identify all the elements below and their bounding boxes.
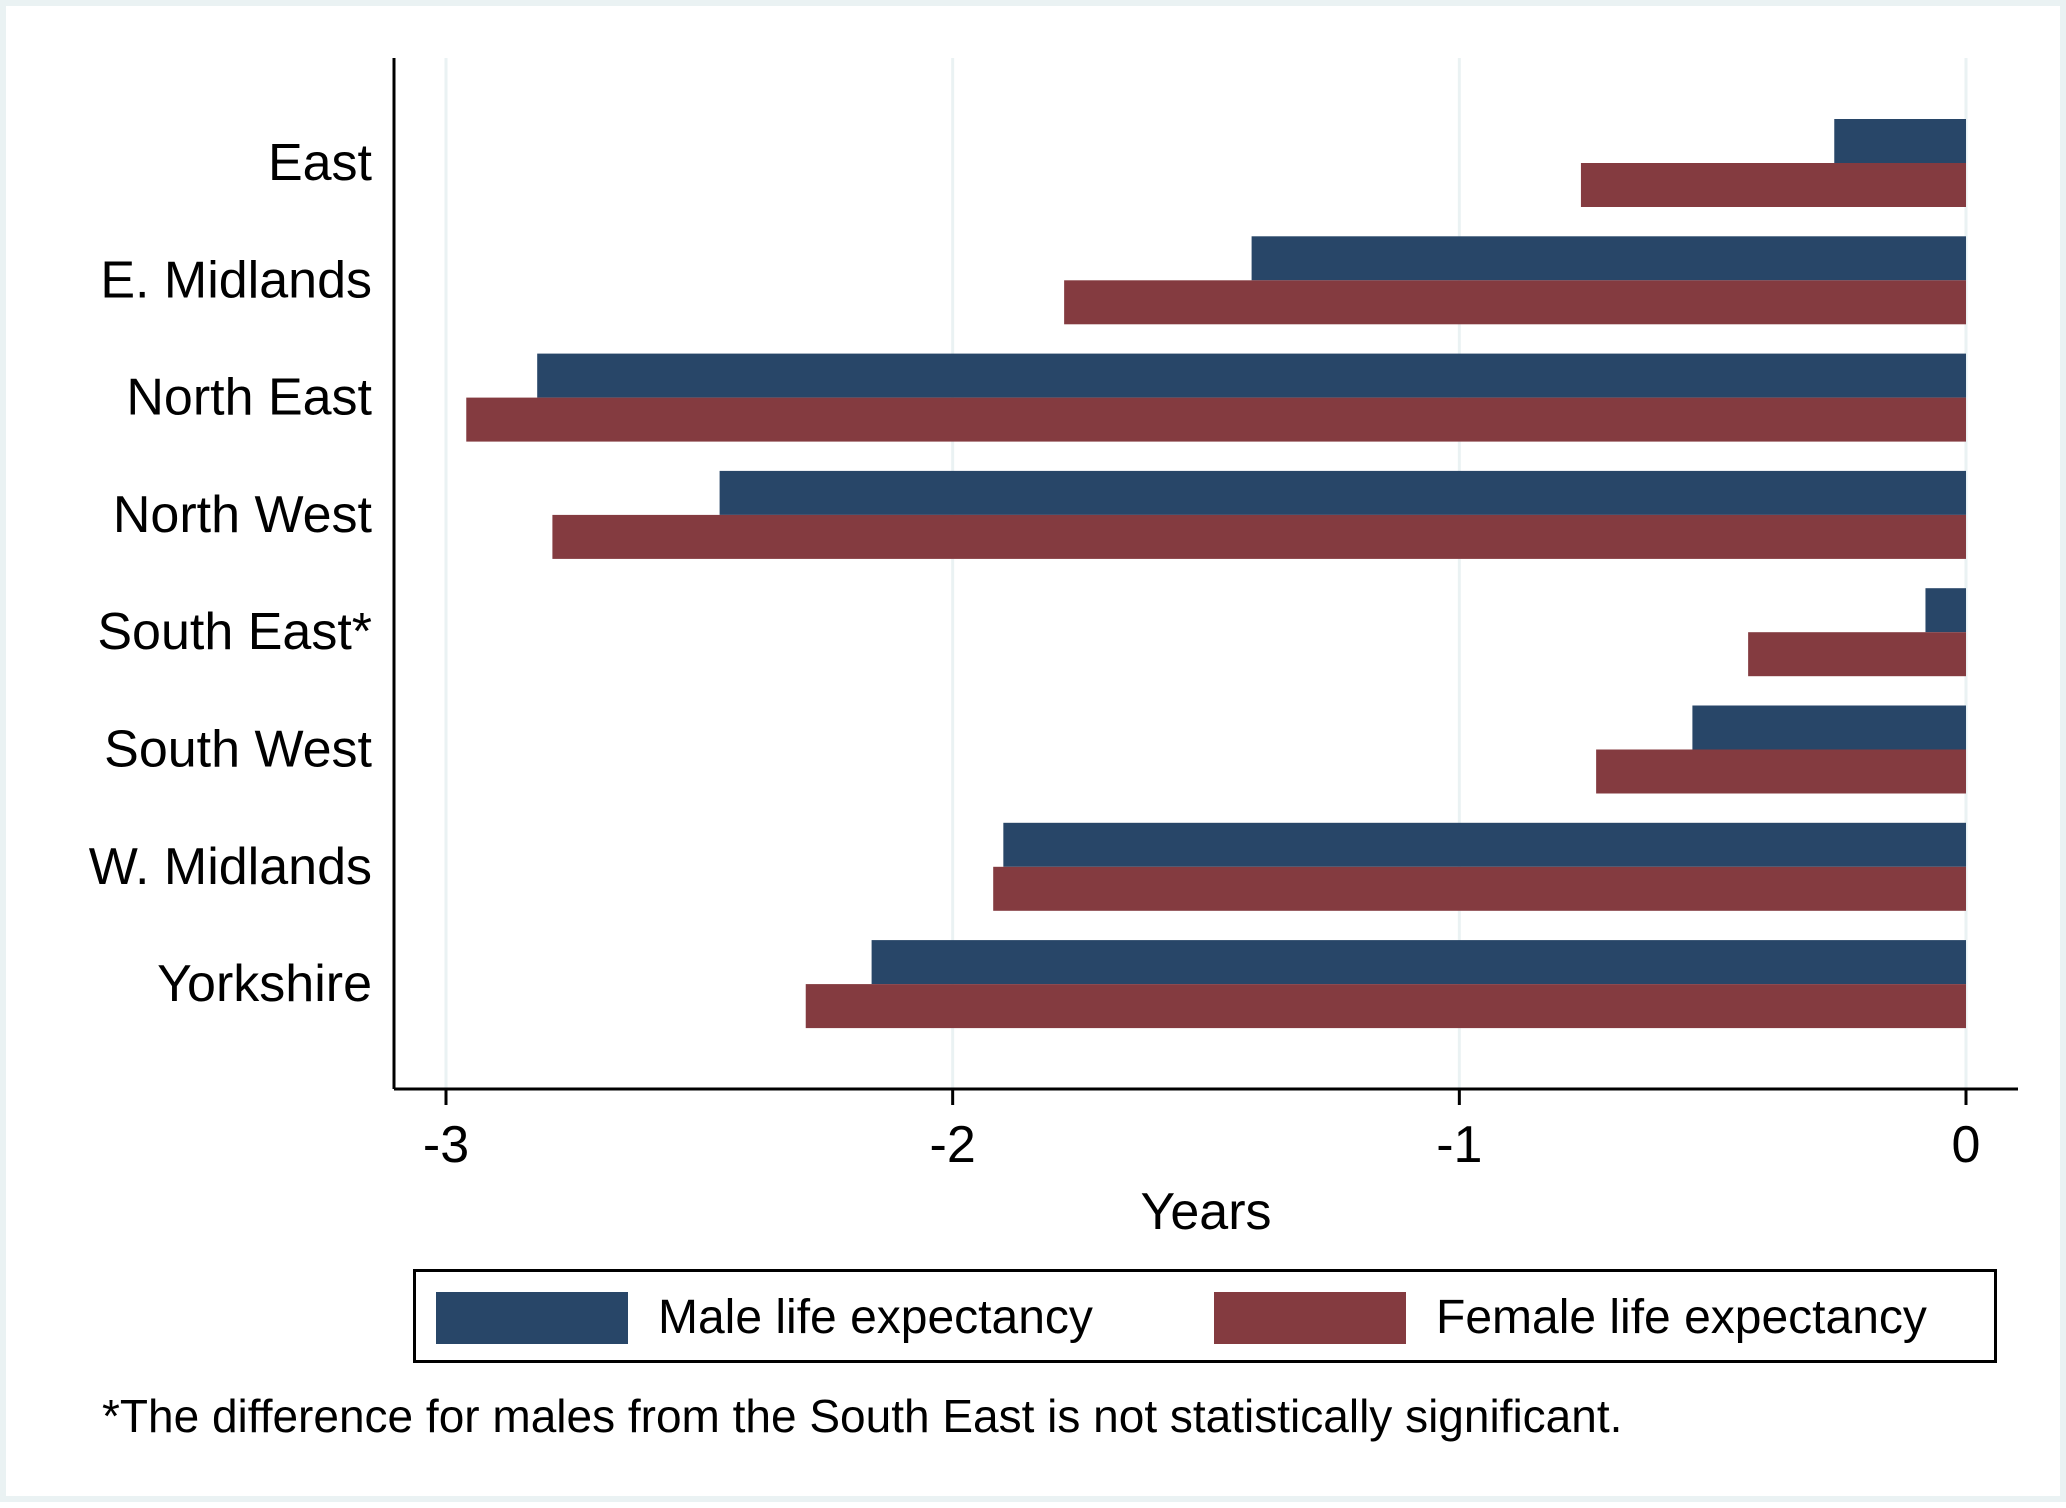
category-label: North East bbox=[126, 369, 372, 427]
x-tick-label: -3 bbox=[423, 1116, 469, 1174]
legend-swatch-female bbox=[1214, 1292, 1406, 1344]
footnote: *The difference for males from the South… bbox=[102, 1390, 1623, 1442]
category-label: W. Midlands bbox=[89, 838, 372, 896]
bar-female bbox=[1580, 163, 1966, 207]
category-label: Yorkshire bbox=[157, 955, 372, 1013]
x-tick-label: 0 bbox=[1952, 1116, 1981, 1174]
x-axis-title: Years bbox=[1140, 1183, 1271, 1241]
category-label: East bbox=[268, 134, 373, 192]
bar-chart: East E. Midlands North East North West South… bbox=[89, 58, 2018, 1241]
category-label: E. Midlands bbox=[100, 251, 372, 309]
bar-male bbox=[719, 470, 1966, 515]
bar-female bbox=[1064, 280, 1966, 325]
bar-male bbox=[537, 353, 1967, 398]
bar-female bbox=[1748, 632, 1966, 677]
bar-male bbox=[1834, 119, 1966, 163]
legend-label-male: Male life expectancy bbox=[658, 1291, 1093, 1344]
legend-swatch-male bbox=[436, 1292, 628, 1344]
x-tick-label: -1 bbox=[1436, 1116, 1482, 1174]
bar-male bbox=[871, 940, 1966, 985]
bar-male bbox=[1692, 705, 1966, 750]
bar-female bbox=[1596, 749, 1966, 794]
bar-male bbox=[1251, 236, 1966, 281]
category-label: North West bbox=[113, 486, 373, 544]
legend-label-female: Female life expectancy bbox=[1436, 1291, 1927, 1344]
category-label: South East* bbox=[97, 603, 372, 661]
category-label: South West bbox=[104, 721, 372, 779]
bar-female bbox=[466, 397, 1967, 442]
x-tick-label: -2 bbox=[930, 1116, 976, 1174]
bar-male bbox=[1925, 588, 1966, 633]
legend: Male life expectancy Female life expecta… bbox=[413, 1269, 1997, 1363]
bar-female bbox=[552, 514, 1966, 559]
bar-male bbox=[1003, 822, 1966, 867]
bar-female bbox=[993, 866, 1966, 911]
bar-female bbox=[805, 984, 1966, 1029]
